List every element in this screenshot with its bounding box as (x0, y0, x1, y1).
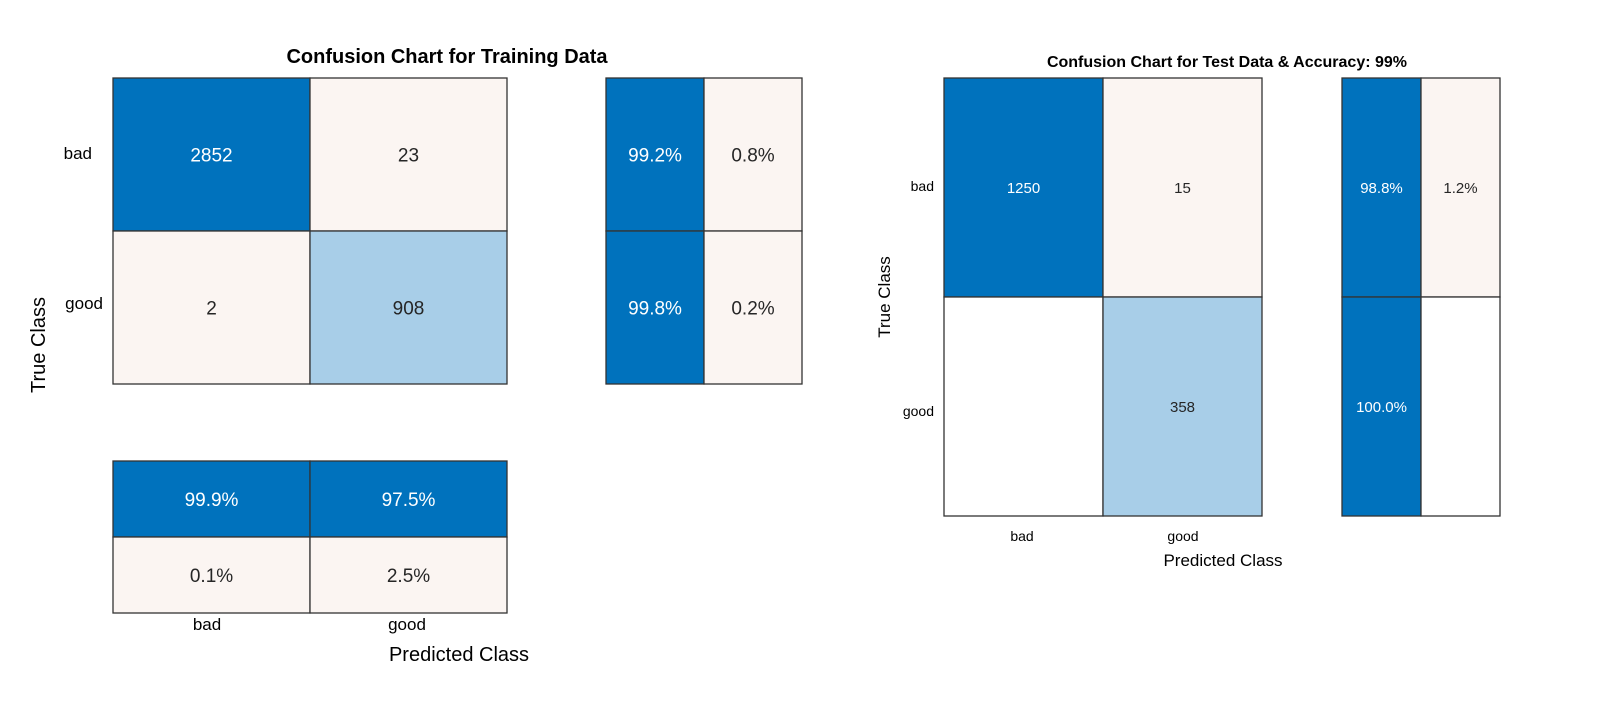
training-row-summary-value-0-0: 99.2% (628, 145, 682, 166)
test-row-summary-cell-0-0 (1341, 77, 1422, 298)
test-xtick-good: good (1167, 528, 1198, 544)
test-xtick-bad: bad (1010, 528, 1033, 544)
test-matrix-value-0-1: 15 (1174, 180, 1191, 197)
test-confusion-chart: Confusion Chart for Test Data & Accuracy… (875, 54, 1501, 570)
training-column-summary-value-1-1: 2.5% (387, 566, 430, 587)
training-xtick-good: good (388, 615, 426, 634)
test-matrix-cell-1-0 (943, 296, 1104, 517)
training-column-summary-value-1-0: 0.1% (190, 566, 233, 587)
training-column-summary-value-0-0: 99.9% (185, 490, 239, 511)
training-row-summary-value-1-1: 0.2% (731, 298, 774, 319)
test-chart-title: Confusion Chart for Test Data & Accuracy… (1047, 54, 1407, 71)
test-row-summary-value-1-0: 100.0% (1356, 399, 1407, 416)
training-matrix-value-1-0: 2 (206, 298, 217, 319)
training-row-summary-cell-1-0 (605, 230, 705, 385)
training-ytick-good: good (65, 294, 103, 313)
training-row-summary-value-1-0: 99.8% (628, 298, 682, 319)
training-row-summary-cell-0-0 (605, 77, 705, 232)
test-row-summary-cell-1-1 (1420, 296, 1501, 517)
test-matrix-cell-1-1 (1102, 296, 1263, 517)
test-matrix-cell-0-1 (1102, 77, 1263, 298)
test-matrix-cell-0-0 (943, 77, 1104, 298)
test-xlabel: Predicted Class (1163, 551, 1282, 570)
training-main-matrix: 2852 23 2 908 (112, 77, 508, 385)
test-main-matrix: 1250 15 358 (943, 77, 1263, 517)
training-chart-title: Confusion Chart for Training Data (286, 46, 608, 68)
training-matrix-cell-1-1 (309, 230, 508, 385)
test-row-summary-cell-0-1 (1420, 77, 1501, 298)
training-column-summary: 99.9% 97.5% 0.1% 2.5% (112, 460, 508, 614)
training-xtick-bad: bad (193, 615, 221, 634)
training-xlabel: Predicted Class (389, 644, 529, 666)
test-ytick-good: good (903, 403, 934, 419)
training-row-summary-value-0-1: 0.8% (731, 145, 774, 166)
training-ytick-bad: bad (64, 144, 92, 163)
training-ylabel: True Class (28, 297, 50, 393)
training-column-summary-cell-0-1 (309, 460, 508, 538)
training-row-summary-cell-1-1 (703, 230, 803, 385)
training-matrix-value-1-1: 908 (393, 298, 425, 319)
test-row-summary-value-0-1: 1.2% (1443, 180, 1477, 197)
training-matrix-cell-1-0 (112, 230, 311, 385)
test-matrix-value-1-1: 358 (1170, 399, 1195, 416)
test-ylabel: True Class (875, 256, 894, 338)
test-row-summary-value-0-0: 98.8% (1360, 180, 1403, 197)
training-matrix-cell-0-0 (112, 77, 311, 232)
test-row-summary-cell-1-0 (1341, 296, 1422, 517)
training-confusion-chart: Confusion Chart for Training Data 2852 23… (28, 46, 803, 666)
test-matrix-value-0-0: 1250 (1007, 180, 1040, 197)
training-matrix-value-0-0: 2852 (190, 145, 232, 166)
training-matrix-cell-0-1 (309, 77, 508, 232)
test-row-summary: 98.8% 1.2% 100.0% (1341, 77, 1501, 517)
training-column-summary-value-0-1: 97.5% (382, 490, 436, 511)
test-ytick-bad: bad (911, 178, 934, 194)
training-row-summary: 99.2% 0.8% 99.8% 0.2% (605, 77, 803, 385)
training-matrix-value-0-1: 23 (398, 145, 419, 166)
training-column-summary-cell-1-1 (309, 536, 508, 614)
training-row-summary-cell-0-1 (703, 77, 803, 232)
